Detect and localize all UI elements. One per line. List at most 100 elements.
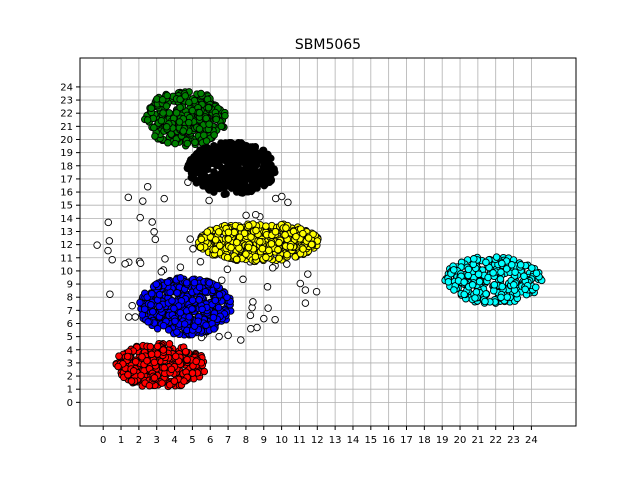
scatter-point (157, 116, 166, 125)
scatter-point (155, 302, 163, 311)
scatter-point (163, 278, 172, 286)
scatter-point (158, 379, 166, 387)
scatter-point (121, 260, 129, 268)
scatter-point (224, 228, 233, 237)
scatter-point (127, 377, 136, 385)
scatter-point (275, 238, 283, 247)
scatter-point (153, 324, 162, 333)
scatter-point (248, 143, 257, 151)
scatter-point (221, 111, 229, 120)
scatter-point (108, 255, 116, 264)
scatter-point (196, 257, 205, 266)
scatter-point (104, 218, 113, 227)
scatter-point (502, 265, 511, 273)
y-tick-label: 20 (60, 135, 73, 146)
scatter-point (236, 223, 245, 232)
x-tick-label: 9 (261, 435, 267, 446)
scatter-point (481, 297, 489, 306)
y-tick-label: 13 (60, 227, 73, 238)
scatter-point (144, 318, 152, 326)
scatter-point (176, 274, 185, 282)
y-tick-label: 16 (60, 188, 73, 199)
scatter-point (264, 304, 272, 312)
plot-frame (79, 57, 577, 427)
scatter-point (474, 270, 483, 278)
scatter-point (173, 289, 181, 297)
scatter-point (274, 245, 282, 254)
scatter-point (143, 357, 151, 365)
scatter-point (307, 240, 316, 249)
y-tick-label: 4 (67, 345, 73, 356)
scatter-point (234, 185, 242, 193)
scatter-point (202, 137, 211, 145)
scatter-point (188, 296, 197, 305)
scatter-point (271, 227, 280, 236)
scatter-point (196, 243, 205, 251)
scatter-point (468, 281, 477, 289)
scatter-point (275, 254, 283, 263)
scatter-point (136, 298, 144, 307)
x-tick-label: 1 (118, 435, 124, 446)
scatter-point (150, 228, 158, 236)
x-tick-label: 10 (275, 435, 288, 446)
scatter-point (176, 95, 184, 104)
scatter-point (205, 196, 213, 205)
scatter-point (260, 156, 269, 165)
scatter-point (145, 381, 154, 390)
scatter-point (140, 305, 149, 313)
scatter-point (153, 342, 162, 351)
scatter-point (198, 179, 206, 187)
scatter-point (464, 265, 473, 274)
scatter-point (497, 293, 505, 302)
scatter-point (185, 98, 193, 107)
scatter-point (143, 116, 152, 124)
scatter-point (191, 138, 199, 147)
scatter-point (176, 263, 185, 271)
scatter-point (195, 296, 203, 304)
scatter-point (516, 261, 525, 269)
scatter-point (195, 108, 204, 117)
y-tick-label: 17 (60, 174, 73, 185)
scatter-point (498, 259, 506, 268)
scatter-point (201, 172, 209, 181)
scatter-point (210, 325, 218, 333)
scatter-point (93, 241, 101, 249)
scatter-point (125, 313, 133, 321)
scatter-point (179, 127, 188, 135)
x-tick-label: 5 (189, 435, 195, 446)
scatter-point (170, 377, 179, 385)
scatter-point (200, 367, 209, 376)
scatter-point (188, 305, 196, 313)
scatter-point (262, 222, 270, 230)
scatter-point (160, 194, 168, 203)
scatter-point (162, 102, 171, 110)
scatter-point (482, 258, 490, 267)
scatter-point (496, 275, 505, 283)
scatter-point (240, 169, 248, 178)
scatter-point (232, 155, 241, 164)
y-tick-label: 6 (67, 319, 73, 330)
scatter-point (205, 279, 214, 287)
scatter-point (532, 269, 541, 277)
scatter-point (168, 297, 176, 305)
y-tick-label: 3 (67, 358, 73, 369)
scatter-point (172, 109, 181, 117)
scatter-point (139, 197, 147, 205)
scatter-point (150, 374, 159, 382)
scatter-point (482, 290, 490, 298)
x-tick-label: 14 (347, 435, 360, 446)
scatter-point (198, 305, 206, 314)
x-tick-label: 11 (293, 435, 306, 446)
scatter-point (186, 158, 194, 166)
scatter-point (138, 353, 146, 361)
scatter-point (503, 293, 511, 301)
scatter-point (220, 190, 229, 199)
scatter-point (258, 244, 267, 253)
scatter-point (528, 264, 536, 272)
x-tick-label: 4 (171, 435, 177, 446)
scatter-point (299, 229, 307, 238)
scatter-point (185, 313, 193, 321)
scatter-point (237, 336, 245, 344)
y-tick-label: 15 (60, 201, 73, 212)
